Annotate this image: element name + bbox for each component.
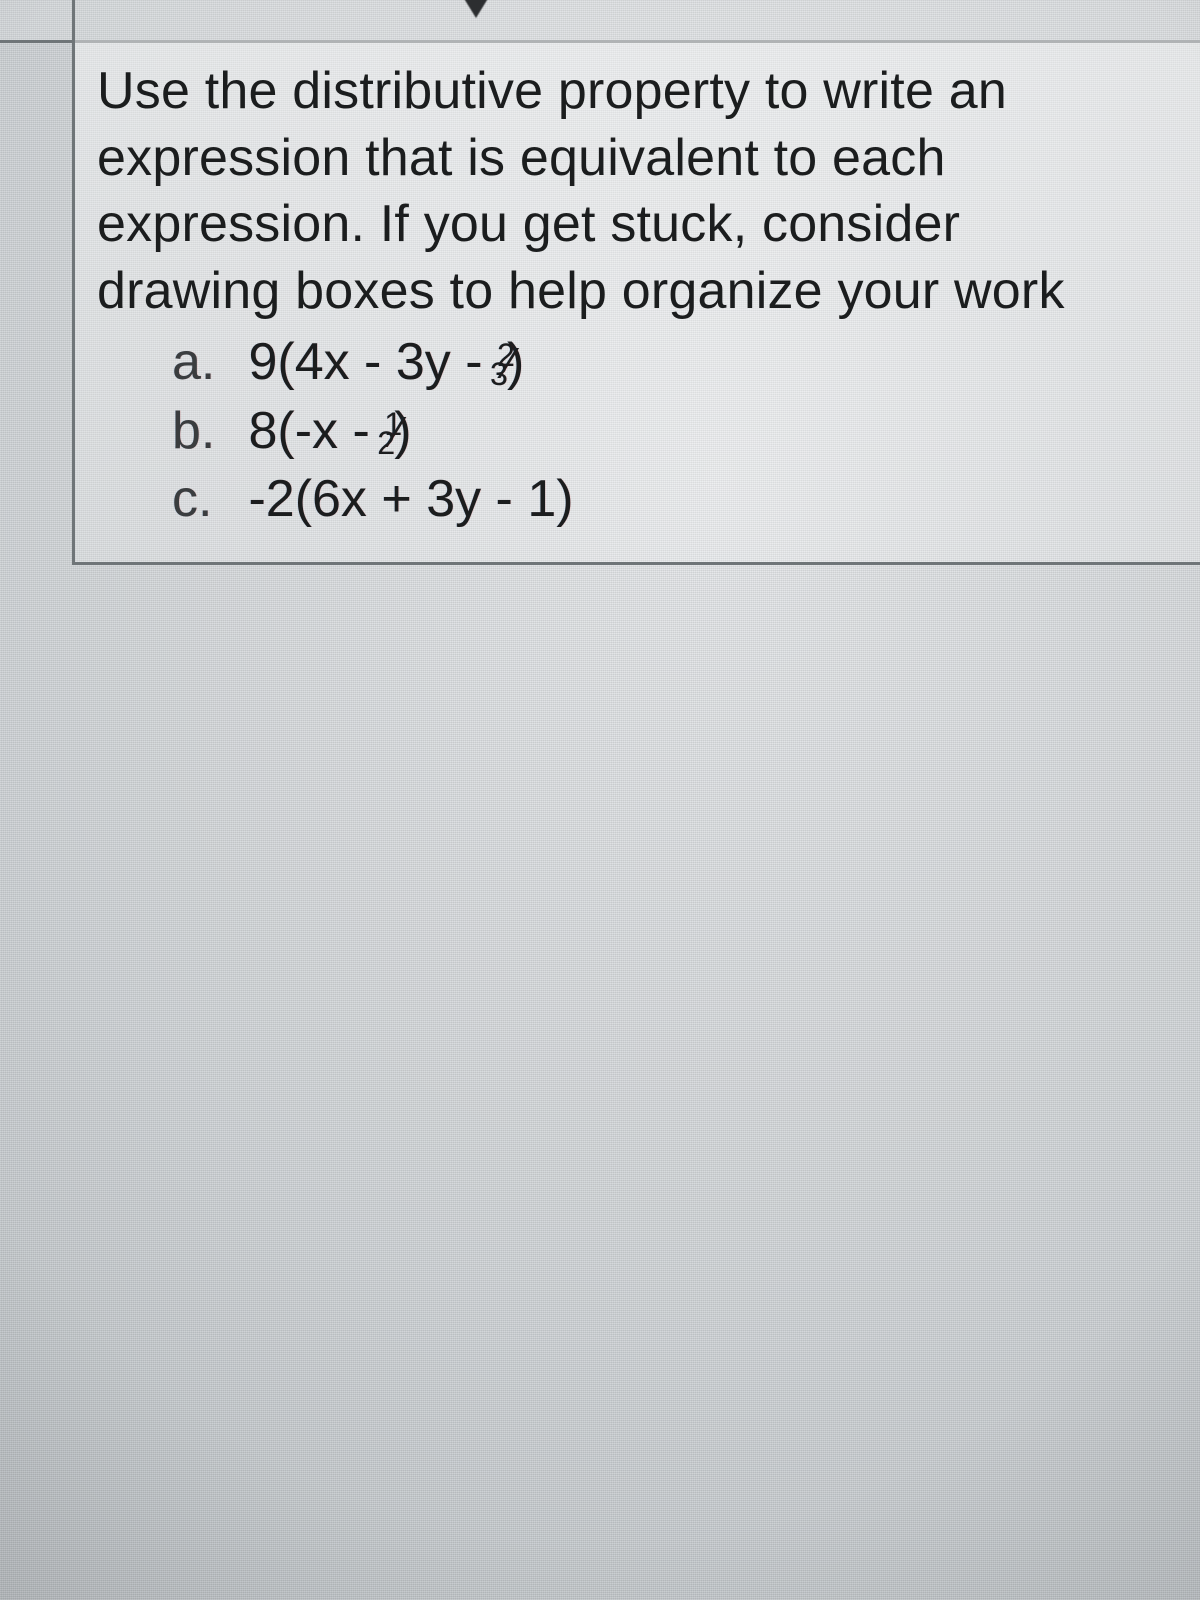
table-left-column-sliver: [0, 40, 72, 565]
item-expression-prefix: -2(6x + 3y - 1): [248, 470, 573, 528]
fraction-two-thirds: 2⁄3: [497, 342, 507, 386]
item-b: b. 8(-x - 1⁄2): [172, 397, 1200, 466]
worksheet-table-fragment: Use the distributive property to write a…: [0, 0, 1200, 565]
item-a: a. 9(4x - 3y - 2⁄3): [172, 328, 1200, 397]
column-divider: [72, 0, 75, 40]
question-items: a. 9(4x - 3y - 2⁄3) b. 8(-x - 1⁄2) c. -2…: [97, 328, 1200, 534]
fraction-slash: ⁄: [393, 409, 399, 457]
item-label: c.: [172, 465, 234, 534]
question-prompt: Use the distributive property to write a…: [97, 58, 1200, 324]
prompt-line: expression that is equivalent to each: [97, 129, 946, 187]
prompt-line: drawing boxes to help organize your work: [97, 262, 1065, 320]
fraction-slash: ⁄: [506, 340, 512, 388]
item-c: c. -2(6x + 3y - 1): [172, 465, 1200, 534]
item-label: a.: [172, 328, 234, 397]
fraction-one-half: 1⁄2: [384, 411, 394, 455]
item-expression-prefix: 8(-x -: [248, 402, 384, 460]
fraction-denominator: 3: [490, 356, 507, 392]
dropdown-arrow-icon: [460, 0, 492, 18]
prompt-line: Use the distributive property to write a…: [97, 62, 1007, 120]
item-expression-prefix: 9(4x - 3y -: [248, 333, 497, 391]
item-label: b.: [172, 397, 234, 466]
table-row-above-sliver: [0, 0, 1200, 43]
question-cell: Use the distributive property to write a…: [72, 40, 1200, 565]
prompt-line: expression. If you get stuck, consider: [97, 195, 960, 253]
fraction-denominator: 2: [377, 425, 394, 461]
